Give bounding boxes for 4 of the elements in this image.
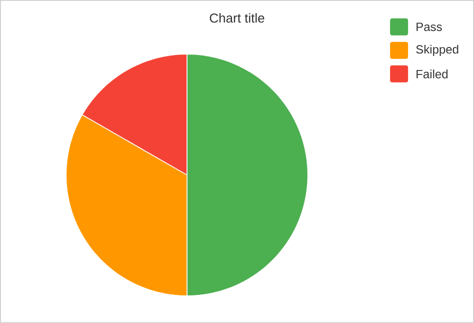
legend-label: Failed	[416, 70, 448, 78]
legend-label: Pass	[416, 22, 442, 32]
legend-label: Skipped	[416, 44, 458, 56]
chart-title: Chart title	[210, 13, 264, 23]
